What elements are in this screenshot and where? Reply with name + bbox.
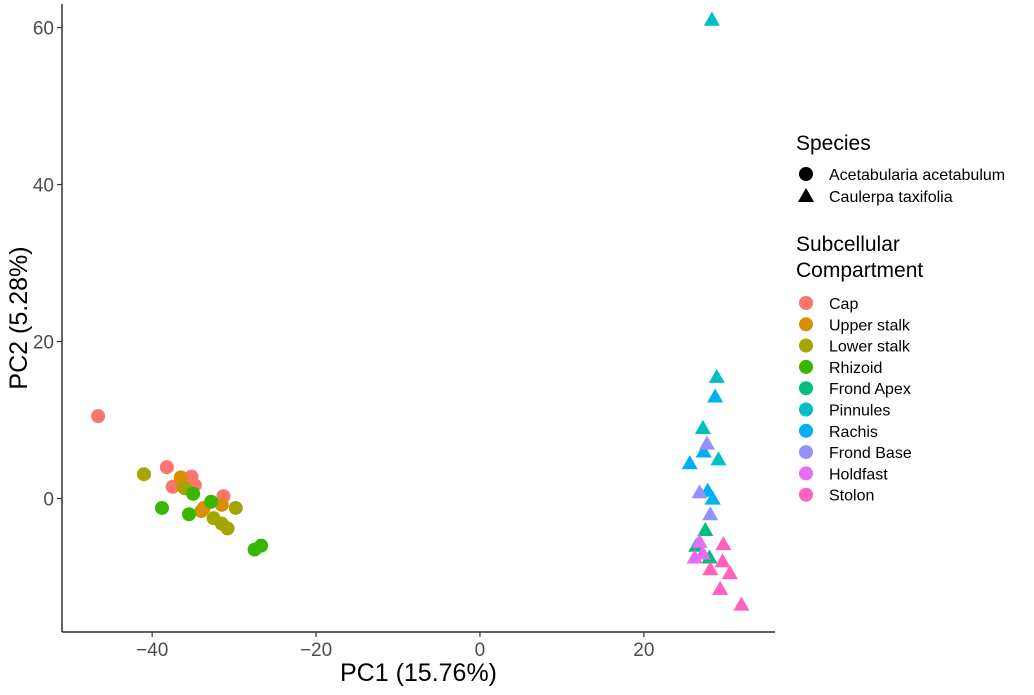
x-tick-label: 20 [633, 640, 654, 661]
data-point-holdfast [694, 545, 711, 560]
legend-label-rhizoid: Rhizoid [829, 360, 882, 377]
legend-key-caulerpa-taxifolia [797, 187, 815, 203]
data-point-cap [165, 479, 180, 494]
data-point-frond-apex [701, 549, 718, 564]
legend-key-stolon [799, 487, 813, 502]
legend-key-lower-stalk [799, 338, 813, 353]
legend-species-items: Acetabularia acetabulum Caulerpa taxifoli… [797, 167, 1005, 206]
x-tick-label: −20 [300, 640, 332, 661]
data-point-frond-base [691, 484, 708, 499]
data-point-holdfast [686, 549, 703, 564]
legend-key-frond-base [799, 445, 813, 460]
legend-key-pinnules [799, 402, 813, 417]
data-point-frond-apex [697, 521, 714, 536]
legend-key-holdfast [799, 466, 813, 481]
legend-label-upper-stalk: Upper stalk [829, 317, 911, 334]
data-point-lower-stalk [136, 467, 151, 482]
data-point-rachis [704, 490, 721, 505]
data-point-holdfast [691, 533, 708, 548]
legend-key-rhizoid [799, 359, 813, 374]
x-tick-label: −40 [136, 640, 168, 661]
data-point-frond-base [702, 506, 719, 521]
data-points [91, 11, 750, 611]
legend-label-frond-base: Frond Base [829, 445, 912, 462]
y-axis-title: PC2 (5.28%) [5, 246, 33, 389]
data-point-pinnules [694, 419, 711, 434]
legend-label-caulerpa-taxifolia: Caulerpa taxifolia [829, 189, 953, 206]
y-axis-ticks: 0 20 40 60 [33, 19, 62, 511]
legend-compartment-items: Cap Upper stalk Lower stalk Rhizoid Frond Ap… [799, 296, 912, 505]
data-point-upper-stalk [194, 504, 209, 519]
x-tick-label: 0 [475, 640, 486, 661]
data-point-rhizoid [182, 507, 197, 522]
data-point-rachis [707, 388, 724, 403]
legend-key-upper-stalk [799, 317, 813, 332]
data-point-cap [159, 460, 174, 475]
legend-label-stolon: Stolon [829, 488, 874, 505]
legend-label-rachis: Rachis [829, 424, 878, 441]
data-point-stolon [712, 580, 729, 595]
data-point-stolon [714, 553, 731, 568]
data-point-stolon [721, 565, 738, 580]
legend-species-title: Species [796, 132, 871, 155]
data-point-frond-base [698, 435, 716, 450]
data-point-pinnules [710, 451, 727, 466]
data-point-stolon [733, 596, 750, 611]
legend-label-acetabularia-acetabulum: Acetabularia acetabulum [829, 167, 1005, 184]
data-point-lower-stalk [228, 500, 243, 515]
legend-key-frond-apex [799, 381, 813, 396]
data-point-stolon [715, 536, 732, 551]
data-point-rhizoid [186, 486, 201, 501]
data-point-upper-stalk [214, 497, 229, 512]
legend-label-holdfast: Holdfast [829, 466, 888, 483]
legend-key-rachis [799, 423, 813, 438]
legend-compartment-title-line-2: Compartment [796, 259, 923, 282]
data-point-pinnules [703, 11, 720, 26]
data-point-rachis [695, 443, 712, 458]
legend: Species Acetabularia acetabulum Caulerpa … [796, 132, 1005, 505]
plot-area: −40 −20 0 20 0 20 40 60 [33, 4, 775, 661]
y-tick-label: 60 [33, 19, 54, 40]
legend-key-cap [799, 296, 813, 310]
legend-key-acetabularia-acetabulum [799, 167, 813, 181]
data-point-stolon [702, 561, 719, 576]
data-point-rhizoid [154, 500, 169, 515]
data-point-rhizoid [254, 538, 269, 553]
legend-compartment-title-line-1: Subcellular [796, 233, 900, 256]
data-point-rachis [681, 455, 698, 470]
legend-label-lower-stalk: Lower stalk [829, 339, 911, 356]
data-point-cap [91, 409, 106, 424]
legend-label-cap: Cap [829, 296, 858, 313]
y-tick-label: 40 [33, 176, 54, 197]
legend-label-pinnules: Pinnules [829, 403, 890, 420]
y-tick-label: 20 [33, 333, 54, 354]
x-axis-ticks: −40 −20 0 20 [136, 632, 654, 661]
x-axis-title: PC1 (15.76%) [340, 659, 497, 687]
y-tick-label: 0 [43, 490, 54, 511]
legend-label-frond-apex: Frond Apex [829, 381, 911, 398]
data-point-lower-stalk [220, 521, 235, 536]
data-point-rhizoid [204, 494, 219, 509]
data-point-pinnules [708, 368, 725, 383]
